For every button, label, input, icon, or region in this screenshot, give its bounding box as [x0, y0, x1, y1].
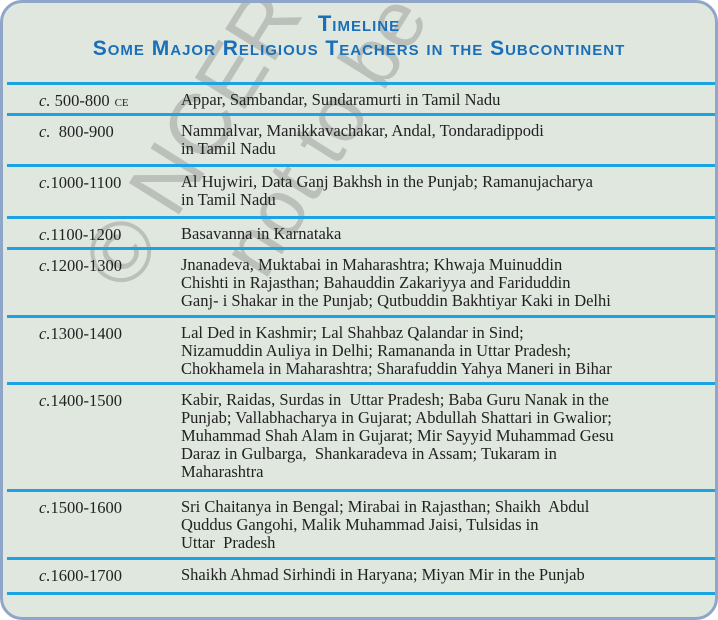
period-range: 1500-1600: [50, 498, 122, 517]
row-period: c.1300-1400: [39, 324, 122, 344]
teacher-line: Nammalvar, Manikkavachakar, Andal, Tonda…: [181, 121, 544, 140]
circa-label: c.: [39, 566, 51, 585]
teacher-line: Punjab; Vallabhacharya in Gujarat; Abdul…: [181, 408, 612, 427]
period-range: 800-900: [50, 122, 114, 141]
period-range: 500-800: [50, 91, 110, 110]
era-label: CE: [114, 97, 129, 109]
row-divider: [7, 489, 715, 492]
circa-label: c.: [39, 91, 51, 110]
teacher-line: Shaikh Ahmad Sirhindi in Haryana; Miyan …: [181, 565, 585, 584]
teacher-line: Lal Ded in Kashmir; Lal Shahbaz Qalandar…: [181, 323, 524, 342]
teacher-line: in Tamil Nadu: [181, 139, 276, 158]
teacher-line: Kabir, Raidas, Surdas in Uttar Pradesh; …: [181, 390, 609, 409]
teacher-line: Chishti in Rajasthan; Bahauddin Zakariyy…: [181, 273, 571, 292]
row-divider: [7, 315, 715, 318]
row-teachers: Sri Chaitanya in Bengal; Mirabai in Raja…: [181, 498, 589, 552]
row-divider: [7, 216, 715, 219]
row-divider: [7, 247, 715, 250]
teacher-line: in Tamil Nadu: [181, 190, 276, 209]
teacher-line: Muhammad Shah Alam in Gujarat; Mir Sayyi…: [181, 426, 614, 445]
row-period: c. 800-900: [39, 122, 114, 142]
row-teachers: Kabir, Raidas, Surdas in Uttar Pradesh; …: [181, 391, 614, 481]
period-range: 1000-1100: [50, 173, 122, 192]
teacher-line: Basavanna in Karnataka: [181, 224, 342, 243]
row-divider: [7, 557, 715, 560]
circa-label: c.: [39, 122, 51, 141]
teacher-line: Sri Chaitanya in Bengal; Mirabai in Raja…: [181, 497, 590, 516]
row-divider: [7, 382, 715, 385]
teacher-line: Al Hujwiri, Data Ganj Bakhsh in the Punj…: [181, 172, 593, 191]
row-period: c.1200-1300: [39, 256, 122, 276]
row-divider: [7, 113, 715, 116]
teacher-line: Maharashtra: [181, 462, 264, 481]
teacher-line: Ganj- i Shakar in the Punjab; Qutbuddin …: [181, 291, 611, 310]
row-period: c.1100-1200: [39, 225, 121, 245]
teacher-line: Jnanadeva, Muktabai in Maharashtra; Khwa…: [181, 255, 563, 274]
row-teachers: Al Hujwiri, Data Ganj Bakhsh in the Punj…: [181, 173, 593, 209]
page-title: Timeline: [317, 11, 401, 36]
period-range: 1400-1500: [50, 391, 122, 410]
row-divider: [7, 164, 715, 167]
teacher-line: Nizamuddin Auliya in Delhi; Ramananda in…: [181, 341, 571, 360]
teacher-line: Daraz in Gulbarga, Shankaradeva in Assam…: [181, 444, 557, 463]
row-teachers: Basavanna in Karnataka: [181, 225, 341, 243]
teacher-line: Chokhamela in Maharashtra; Sharafuddin Y…: [181, 359, 612, 378]
circa-label: c.: [39, 173, 51, 192]
row-teachers: Lal Ded in Kashmir; Lal Shahbaz Qalandar…: [181, 324, 612, 378]
page-subtitle: Some Major Religious Teachers in the Sub…: [92, 37, 626, 60]
circa-label: c.: [39, 256, 51, 275]
row-period: c.1400-1500: [39, 391, 122, 411]
circa-label: c.: [39, 324, 51, 343]
row-teachers: Shaikh Ahmad Sirhindi in Haryana; Miyan …: [181, 566, 585, 584]
teacher-line: Quddus Gangohi, Malik Muhammad Jaisi, Tu…: [181, 515, 539, 534]
circa-label: c.: [39, 498, 51, 517]
teacher-line: Appar, Sambandar, Sundaramurti in Tamil …: [181, 90, 501, 109]
row-period: c.1000-1100: [39, 173, 121, 193]
teacher-line: Uttar Pradesh: [181, 533, 276, 552]
row-period: c. 500-800 CE: [39, 91, 129, 111]
row-period: c.1500-1600: [39, 498, 122, 518]
period-range: 1200-1300: [50, 256, 122, 275]
period-range: 1600-1700: [50, 566, 122, 585]
row-divider: [7, 82, 715, 85]
circa-label: c.: [39, 391, 51, 410]
period-range: 1300-1400: [50, 324, 122, 343]
row-teachers: Appar, Sambandar, Sundaramurti in Tamil …: [181, 91, 500, 109]
row-teachers: Nammalvar, Manikkavachakar, Andal, Tonda…: [181, 122, 544, 158]
period-range: 1100-1200: [50, 225, 122, 244]
row-teachers: Jnanadeva, Muktabai in Maharashtra; Khwa…: [181, 256, 611, 310]
circa-label: c.: [39, 225, 51, 244]
row-period: c.1600-1700: [39, 566, 122, 586]
